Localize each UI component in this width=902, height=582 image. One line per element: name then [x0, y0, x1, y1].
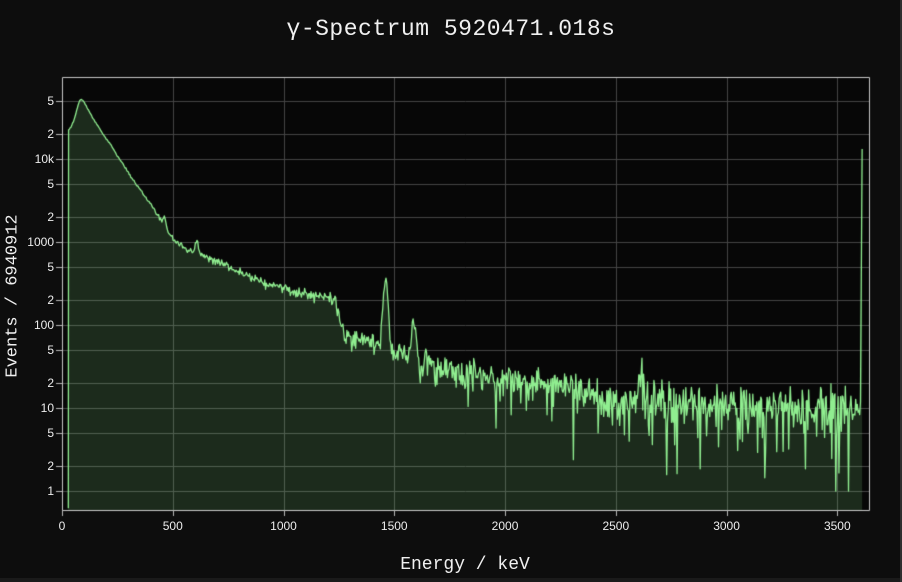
x-tick-label: 1000	[270, 519, 297, 533]
y-tick-label: 100	[33, 317, 54, 332]
chart-title: γ-Spectrum 5920471.018s	[286, 16, 616, 42]
y-tick-label: 10	[40, 400, 54, 415]
x-tick-label: 3000	[713, 519, 740, 533]
y-tick-label: 5	[47, 425, 54, 440]
y-tick-label: 10k	[34, 151, 54, 166]
y-tick-label: 2	[47, 375, 54, 390]
y-tick-label: 5	[47, 93, 54, 108]
x-tick-label: 3500	[823, 519, 851, 533]
y-tick-label: 2	[47, 292, 54, 307]
y-tick-label: 2	[47, 126, 54, 141]
y-tick-label: 5	[47, 176, 54, 191]
y-tick-label: 1	[47, 483, 54, 498]
window-right-edge	[900, 0, 902, 582]
y-tick-label: 2	[47, 209, 54, 224]
y-tick-label: 5	[47, 259, 54, 274]
x-tick-label: 1500	[380, 519, 408, 533]
x-tick-label: 2000	[491, 519, 519, 533]
y-tick-label: 1000	[27, 234, 54, 249]
x-tick-label: 500	[162, 519, 183, 533]
x-tick-label: 0	[58, 519, 66, 533]
x-tick-label: 2500	[602, 519, 630, 533]
y-tick-label: 5	[47, 342, 54, 357]
window-bottom-edge	[0, 578, 902, 582]
y-tick-label: 2	[47, 458, 54, 473]
x-axis-title: Energy / keV	[400, 555, 530, 575]
